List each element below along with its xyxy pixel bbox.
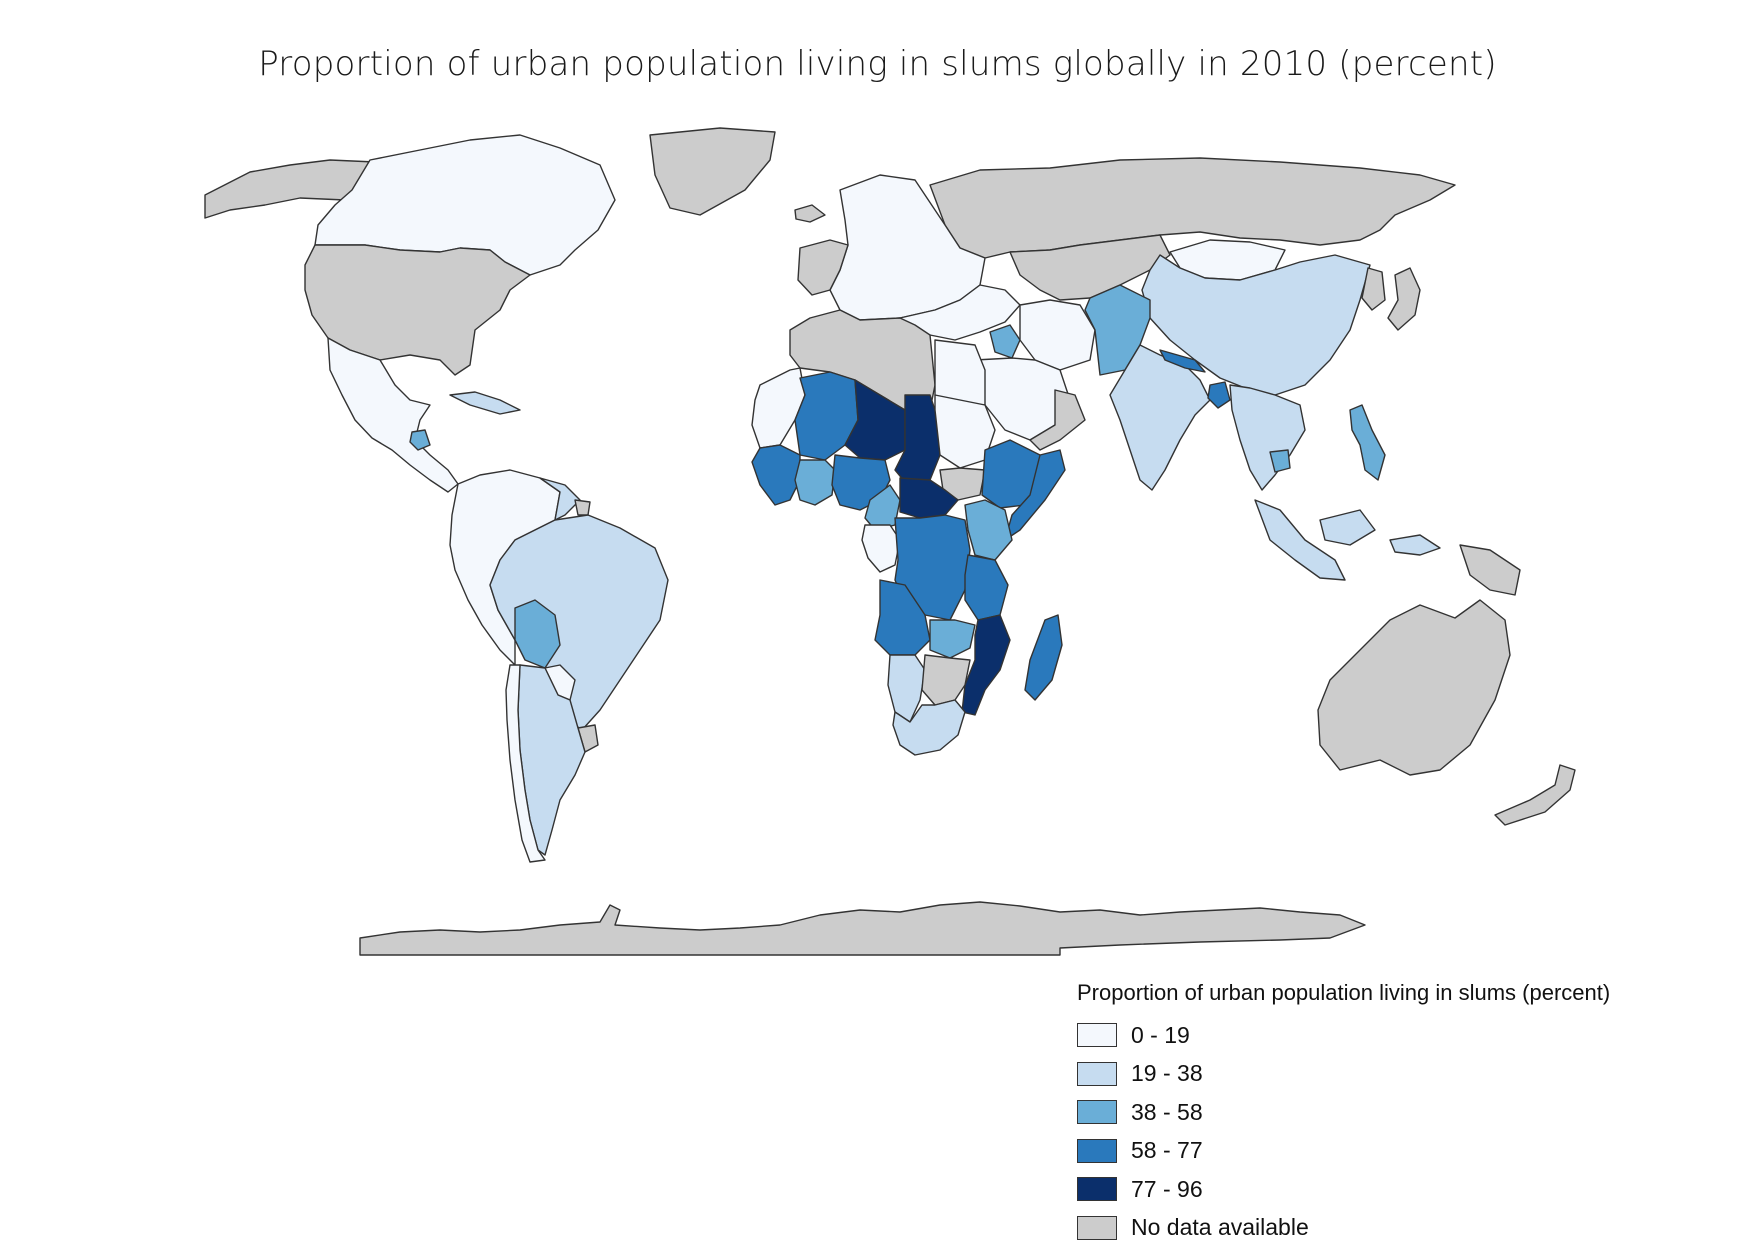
- legend-item: 19 - 38: [1077, 1055, 1697, 1094]
- uganda-kenya[interactable]: [965, 500, 1012, 560]
- legend-title: Proportion of urban population living in…: [1077, 980, 1697, 1006]
- legend-swatch: [1077, 1062, 1117, 1086]
- australia[interactable]: [1318, 600, 1510, 775]
- legend-label: No data available: [1131, 1214, 1309, 1241]
- legend-label: 77 - 96: [1131, 1176, 1203, 1203]
- new-zealand[interactable]: [1495, 765, 1575, 825]
- legend-item: 0 - 19: [1077, 1016, 1697, 1055]
- legend-swatch: [1077, 1023, 1117, 1047]
- zambia[interactable]: [930, 620, 975, 658]
- ghana-ivory-coast[interactable]: [795, 460, 835, 505]
- iceland[interactable]: [795, 205, 825, 222]
- legend-label: 58 - 77: [1131, 1137, 1203, 1164]
- madagascar[interactable]: [1025, 615, 1062, 700]
- gabon-congo[interactable]: [862, 525, 900, 572]
- legend-item: 58 - 77: [1077, 1132, 1697, 1171]
- russia[interactable]: [930, 158, 1455, 258]
- indonesia[interactable]: [1255, 500, 1440, 580]
- bangladesh[interactable]: [1208, 382, 1230, 408]
- caribbean[interactable]: [450, 392, 520, 414]
- myanmar-southeast-asia[interactable]: [1230, 385, 1305, 490]
- japan[interactable]: [1388, 268, 1420, 330]
- legend-swatch: [1077, 1216, 1117, 1240]
- philippines[interactable]: [1350, 405, 1385, 480]
- egypt[interactable]: [935, 340, 985, 405]
- antarctica[interactable]: [360, 902, 1365, 955]
- legend-label: 19 - 38: [1131, 1060, 1203, 1087]
- french-guiana[interactable]: [575, 500, 590, 515]
- mexico-central-america[interactable]: [328, 338, 458, 492]
- legend-swatch: [1077, 1177, 1117, 1201]
- botswana-zimbabwe[interactable]: [922, 655, 970, 705]
- west-africa-coast[interactable]: [752, 445, 800, 505]
- legend-swatch: [1077, 1139, 1117, 1163]
- legend-label: 38 - 58: [1131, 1099, 1203, 1126]
- tanzania[interactable]: [965, 555, 1008, 620]
- iraq[interactable]: [990, 325, 1020, 358]
- legend-swatch: [1077, 1100, 1117, 1124]
- legend-item: No data available: [1077, 1209, 1697, 1247]
- legend-item: 38 - 58: [1077, 1093, 1697, 1132]
- legend-label: 0 - 19: [1131, 1022, 1190, 1049]
- legend-item: 77 - 96: [1077, 1170, 1697, 1209]
- greenland[interactable]: [650, 128, 775, 215]
- map-legend: Proportion of urban population living in…: [1077, 980, 1697, 1230]
- papua-new-guinea[interactable]: [1460, 545, 1520, 595]
